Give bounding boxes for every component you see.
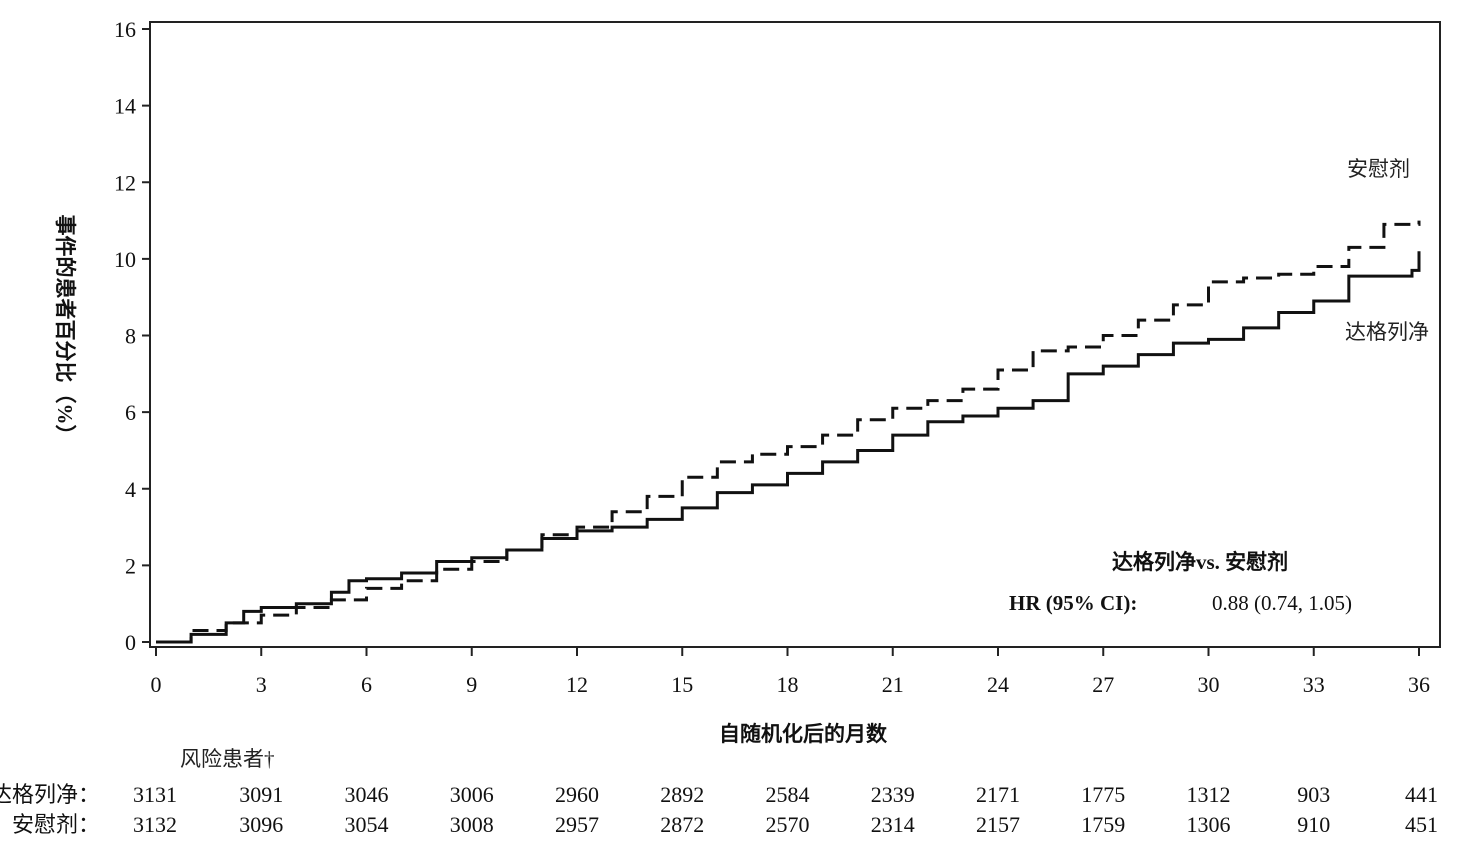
- x-tick-label: 15: [671, 672, 693, 697]
- x-tick-label: 36: [1408, 672, 1430, 697]
- risk-table: 风险患者† 达格列净： 安慰剂： 3131 3091 3046 3006 2960 289…: [0, 747, 1438, 837]
- y-tick-label: 14: [114, 94, 136, 119]
- risk-value: 3006: [450, 782, 494, 807]
- x-axis: 0 3 6 9 12 15 18 21 24 27 30 33 36: [151, 647, 1430, 697]
- risk-value: 2171: [976, 782, 1020, 807]
- x-tick-label: 27: [1092, 672, 1114, 697]
- y-axis: 0 2 4 6 8 10 12 14 16: [114, 17, 150, 655]
- risk-value: 3096: [239, 812, 283, 837]
- risk-value: 2339: [871, 782, 915, 807]
- hr-value: 0.88 (0.74, 1.05): [1212, 591, 1352, 615]
- risk-value: 3132: [133, 812, 177, 837]
- x-tick-label: 6: [361, 672, 372, 697]
- x-tick-label: 12: [566, 672, 588, 697]
- y-tick-label: 6: [125, 400, 136, 425]
- y-tick-label: 0: [125, 630, 136, 655]
- x-tick-label: 3: [256, 672, 267, 697]
- risk-value: 1759: [1081, 812, 1125, 837]
- y-axis-title: 事件的患者百分比（%）: [53, 215, 77, 446]
- risk-value: 441: [1405, 782, 1438, 807]
- risk-value: 2584: [766, 782, 810, 807]
- y-tick-label: 16: [114, 17, 136, 42]
- x-axis-title: 自随机化后的月数: [719, 722, 888, 746]
- series-line-dapagliflozin: [156, 251, 1421, 644]
- risk-row-label-dapagliflozin: 达格列净：: [0, 782, 100, 807]
- x-tick-label: 30: [1198, 672, 1220, 697]
- x-tick-label: 18: [777, 672, 799, 697]
- risk-value: 451: [1405, 812, 1438, 837]
- x-tick-label: 33: [1303, 672, 1325, 697]
- y-tick-label: 8: [125, 324, 136, 349]
- x-tick-label: 24: [987, 672, 1009, 697]
- risk-value: 903: [1297, 782, 1330, 807]
- risk-value: 2957: [555, 812, 599, 837]
- y-tick-label: 12: [114, 170, 136, 195]
- risk-value: 3008: [450, 812, 494, 837]
- y-tick-label: 4: [125, 477, 136, 502]
- risk-value: 1312: [1187, 782, 1231, 807]
- risk-value: 3046: [345, 782, 389, 807]
- risk-row-label-placebo: 安慰剂：: [12, 812, 100, 837]
- x-tick-label: 9: [466, 672, 477, 697]
- x-tick-label: 21: [882, 672, 904, 697]
- series-label-dapagliflozin: 达格列净: [1345, 320, 1429, 344]
- risk-value: 3054: [345, 812, 389, 837]
- risk-values: 3131 3091 3046 3006 2960 2892 2584 2339 2171 1775…: [133, 782, 1438, 837]
- risk-value: 2872: [660, 812, 704, 837]
- series-line-placebo: [156, 220, 1421, 644]
- series-lines: [156, 220, 1421, 644]
- series-label-placebo: 安慰剂: [1347, 157, 1410, 181]
- risk-value: 2960: [555, 782, 599, 807]
- y-tick-label: 2: [125, 553, 136, 578]
- risk-table-title: 风险患者†: [180, 747, 275, 771]
- risk-value: 910: [1297, 812, 1330, 837]
- hr-comparison-label: 达格列净vs. 安慰剂: [1112, 550, 1288, 574]
- x-tick-label: 0: [151, 672, 162, 697]
- risk-value: 2570: [766, 812, 810, 837]
- risk-value: 1306: [1187, 812, 1231, 837]
- risk-value: 2157: [976, 812, 1020, 837]
- hr-label: HR (95% CI):: [1009, 591, 1137, 615]
- risk-value: 2314: [871, 812, 915, 837]
- risk-value: 3131: [133, 782, 177, 807]
- risk-value: 2892: [660, 782, 704, 807]
- risk-value: 1775: [1081, 782, 1125, 807]
- y-tick-label: 10: [114, 247, 136, 272]
- risk-value: 3091: [239, 782, 283, 807]
